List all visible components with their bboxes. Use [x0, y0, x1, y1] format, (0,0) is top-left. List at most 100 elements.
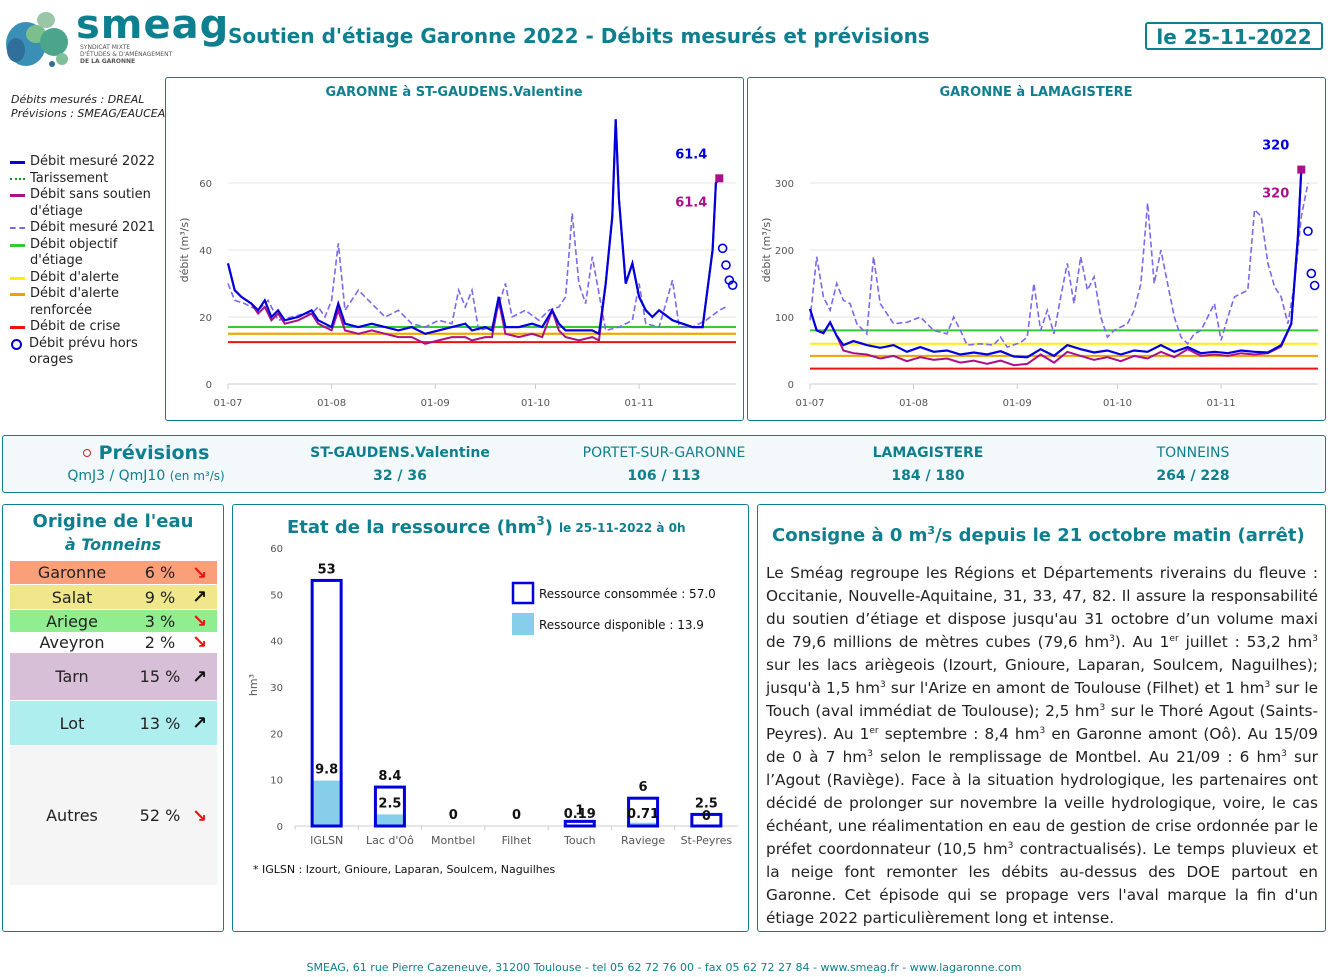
legend-swatch-solid: [10, 161, 25, 164]
date-badge: le 25-11-2022: [1145, 22, 1323, 50]
legend-item-d-bit-mesur-2021: Débit mesuré 2021: [8, 220, 163, 237]
legend-swatch-consommee: [511, 581, 535, 605]
station-values: 106 / 113: [627, 468, 701, 484]
legend-swatch-dotted: [10, 177, 25, 180]
x-tick-label: 01-07: [213, 398, 242, 409]
arrow-up-right-icon: ↗: [192, 666, 208, 688]
legend-label: Débit d'alerte renforcée: [30, 286, 119, 318]
y-axis-label: hm³: [247, 674, 260, 696]
chart-ressource: Etat de la ressource (hm3) le 25-11-2022 …: [247, 514, 738, 876]
origine-pct: 13 %: [139, 713, 181, 733]
legend-swatch-solid: [10, 326, 25, 329]
series-mesure-2022: [808, 169, 1303, 359]
station-values: 184 / 180: [891, 468, 965, 484]
bar-label-consommee: 2.5: [695, 796, 718, 811]
origine-row-autres: Autres 52 % ↘: [10, 746, 217, 885]
arrow-up-right-icon: ↗: [192, 713, 208, 734]
bar-label-consommee: 53: [318, 562, 336, 577]
origine-name: Tarn: [55, 667, 89, 686]
bar-label-consommee: 8.4: [378, 769, 401, 784]
origine-name: Lot: [59, 713, 85, 733]
x-tick-label: Raviege: [621, 834, 665, 847]
bar-label-consommee: 0: [449, 808, 458, 823]
forecast-point: [727, 280, 738, 290]
legend-item-d-bit-de-crise: Débit de crise: [8, 319, 163, 336]
y-tick-label: 40: [270, 637, 283, 648]
x-tick-label: 01-11: [625, 398, 654, 409]
legend-item-tarissement: Tarissement: [8, 171, 163, 188]
origine-name: Ariege: [46, 611, 98, 631]
y-tick-label: 20: [270, 729, 283, 740]
x-tick-label: Filhet: [502, 834, 532, 847]
x-tick-label: 01-08: [317, 398, 346, 409]
legend-swatch-solid: [10, 243, 25, 247]
chart-panel-st-gaudens: GARONNE à ST-GAUDENS.Valentine 0 20 40 60 01-…: [165, 77, 744, 421]
series-mesure-2022: [226, 119, 721, 336]
origine-pct: 3 %: [144, 611, 176, 631]
origine-row-lot: Lot 13 % ↗: [10, 701, 217, 745]
origine-pct: 2 %: [144, 632, 176, 652]
chart-panel-lamagistere: GARONNE à LAMAGISTERE 0 100 200 300 01-07 01-0…: [747, 77, 1326, 421]
bar-label-disponible: 9.8: [315, 763, 338, 778]
logo-sub3: DE LA GARONNE: [80, 58, 136, 65]
y-tick-label: 0: [206, 380, 212, 391]
origine-row-salat: Salat 9 % ↗: [10, 585, 217, 609]
arrow-down-right-icon: ↘: [192, 805, 208, 827]
legend-label: Débit sans soutien d'étiage: [30, 187, 151, 219]
bar-disponible-lac-d-o: [373, 814, 406, 826]
y-tick-label: 20: [199, 313, 212, 324]
forecast-point: [721, 260, 731, 270]
chart-lamagistere: GARONNE à LAMAGISTERE 0 100 200 300 01-07 01-0…: [760, 85, 1320, 409]
x-tick-label: 01-07: [795, 398, 824, 409]
chart-title: Etat de la ressource (hm3): [287, 514, 553, 538]
logo-sub2: D'ÉTUDES & D'AMÉNAGEMENT: [80, 51, 173, 58]
forecast-point: [1309, 280, 1320, 291]
chart-title: GARONNE à ST-GAUDENS.Valentine: [325, 85, 582, 100]
legend-swatch-solid: [10, 194, 25, 197]
bar-consommee-touch: [563, 819, 596, 828]
y-axis-label: débit (m³/s): [760, 218, 773, 283]
source-dreal: Débits mesurés : DREAL: [11, 93, 145, 106]
previsions-title: Prévisions: [98, 442, 210, 464]
forecast-point: [1303, 226, 1313, 237]
forecast-point: [717, 243, 728, 254]
arrow-down-right-icon: ↘: [192, 632, 208, 653]
previsions-panel: Prévisions QmJ3 / QmJ10 (en m³/s) ST-GAU…: [2, 435, 1326, 493]
origine-pct: 52 %: [139, 806, 181, 825]
origine-pct: 9 %: [144, 587, 176, 607]
logo-drops-icon: [6, 12, 68, 67]
y-tick-label: 100: [775, 313, 794, 324]
annotation-sans-soutien: 61.4: [675, 195, 707, 210]
consigne-panel: Consigne à 0 m3/s depuis le 21 octobre m…: [757, 504, 1326, 932]
chart-legend: Débit mesuré 2022 Tarissement Débit sans s…: [8, 154, 163, 369]
x-tick-label: IGLSN: [310, 834, 343, 847]
legend-swatch-solid: [10, 293, 25, 296]
y-axis-label: débit (m³/s): [178, 218, 191, 283]
bar-label-consommee: 0: [512, 808, 521, 823]
bar-label-disponible: 2.5: [378, 796, 401, 811]
bar-label-consommee: 6: [639, 780, 648, 795]
arrow-down-right-icon: ↘: [192, 611, 208, 632]
x-tick-label: St-Peyres: [681, 834, 733, 847]
bar-consommee-st-peyres: [690, 812, 723, 828]
origine-name: Salat: [51, 587, 93, 607]
origine-row-garonne: Garonne 6 % ↘: [10, 561, 217, 584]
origine-name: Garonne: [37, 563, 107, 582]
y-tick-label: 200: [775, 246, 794, 257]
chart-subtitle: le 25-11-2022 à 0h: [559, 521, 686, 535]
chart-st-gaudens: GARONNE à ST-GAUDENS.Valentine 0 20 40 60 01-…: [178, 85, 738, 409]
bar-consommee-raviege: [627, 796, 660, 828]
station-name-portet-sur-garonne: PORTET-SUR-GARONNE: [582, 445, 746, 461]
x-tick-label: 01-10: [521, 398, 550, 409]
origine-row-aveyron: Aveyron 2 % ↘: [10, 632, 217, 653]
origine-pct: 15 %: [139, 667, 181, 686]
y-tick-label: 60: [270, 544, 283, 555]
bar-label-disponible: 0.71: [627, 807, 659, 822]
origine-row-ariege: Ariege 3 % ↘: [10, 610, 217, 632]
y-tick-label: 40: [199, 246, 212, 257]
y-tick-label: 50: [270, 590, 283, 601]
last-value-marker: [715, 174, 724, 183]
legend-item-d-bit-pr-vu-hors-orages: Débit prévu hors orages: [8, 336, 163, 369]
bar-consommee-lac-d-o: [373, 785, 406, 828]
legend-label-consommee: Ressource consommée : 57.0: [539, 587, 716, 601]
